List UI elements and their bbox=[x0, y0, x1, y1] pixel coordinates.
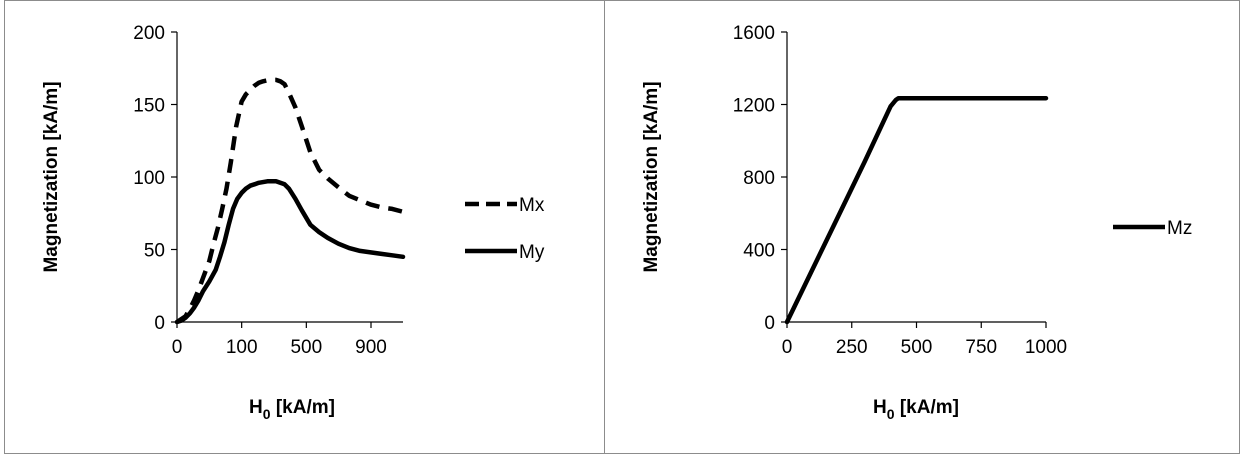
y-axis-title: Magnetization [kA/m] bbox=[41, 81, 62, 272]
chart-panel-right: 0 400 800 1200 1600 0 250 500 750 1000 H0 [kA/m] Ma… bbox=[604, 0, 1240, 454]
x-tick-label: 500 bbox=[901, 337, 933, 358]
y-tick-label: 1600 bbox=[733, 23, 775, 44]
series-line-my bbox=[174, 179, 406, 325]
y-tick-label: 400 bbox=[743, 241, 775, 262]
y-tick-label: 100 bbox=[133, 168, 165, 189]
legend-label-my: My bbox=[519, 242, 545, 263]
x-tick-label: 250 bbox=[836, 337, 868, 358]
chart-svg-right: 0 400 800 1200 1600 0 250 500 750 1000 H0 [kA/m] Ma… bbox=[641, 23, 1192, 422]
y-tick-label: 150 bbox=[133, 96, 165, 117]
y-tick-label: 200 bbox=[133, 23, 165, 44]
chart-panel-left: 0 50 100 150 200 0 100 500 900 H0 [kA/m] Magnetiza… bbox=[4, 0, 605, 454]
legend-label-mx: Mx bbox=[519, 195, 545, 216]
x-tick-label: 0 bbox=[172, 337, 183, 358]
x-axis-title: H0 [kA/m] bbox=[873, 397, 959, 422]
chart-svg-left: 0 50 100 150 200 0 100 500 900 H0 [kA/m] Magnetiza… bbox=[41, 23, 545, 422]
y-tick-label: 800 bbox=[743, 168, 775, 189]
x-tick-label: 900 bbox=[355, 337, 387, 358]
y-tick-label: 0 bbox=[154, 313, 165, 334]
x-tick-label: 1000 bbox=[1025, 337, 1067, 358]
y-tick-label: 0 bbox=[764, 313, 775, 334]
x-tick-label: 500 bbox=[290, 337, 322, 358]
legend-label-mz: Mz bbox=[1167, 218, 1192, 239]
x-tick-label: 100 bbox=[226, 337, 258, 358]
x-tick-label: 750 bbox=[965, 337, 997, 358]
y-tick-label: 1200 bbox=[733, 96, 775, 117]
series-line-mx bbox=[175, 77, 404, 324]
series-line-mz bbox=[784, 95, 1049, 325]
x-axis-title: H0 [kA/m] bbox=[249, 397, 335, 422]
x-tick-label: 0 bbox=[782, 337, 793, 358]
y-tick-label: 50 bbox=[144, 241, 165, 262]
y-axis-title: Magnetization [kA/m] bbox=[641, 81, 662, 272]
